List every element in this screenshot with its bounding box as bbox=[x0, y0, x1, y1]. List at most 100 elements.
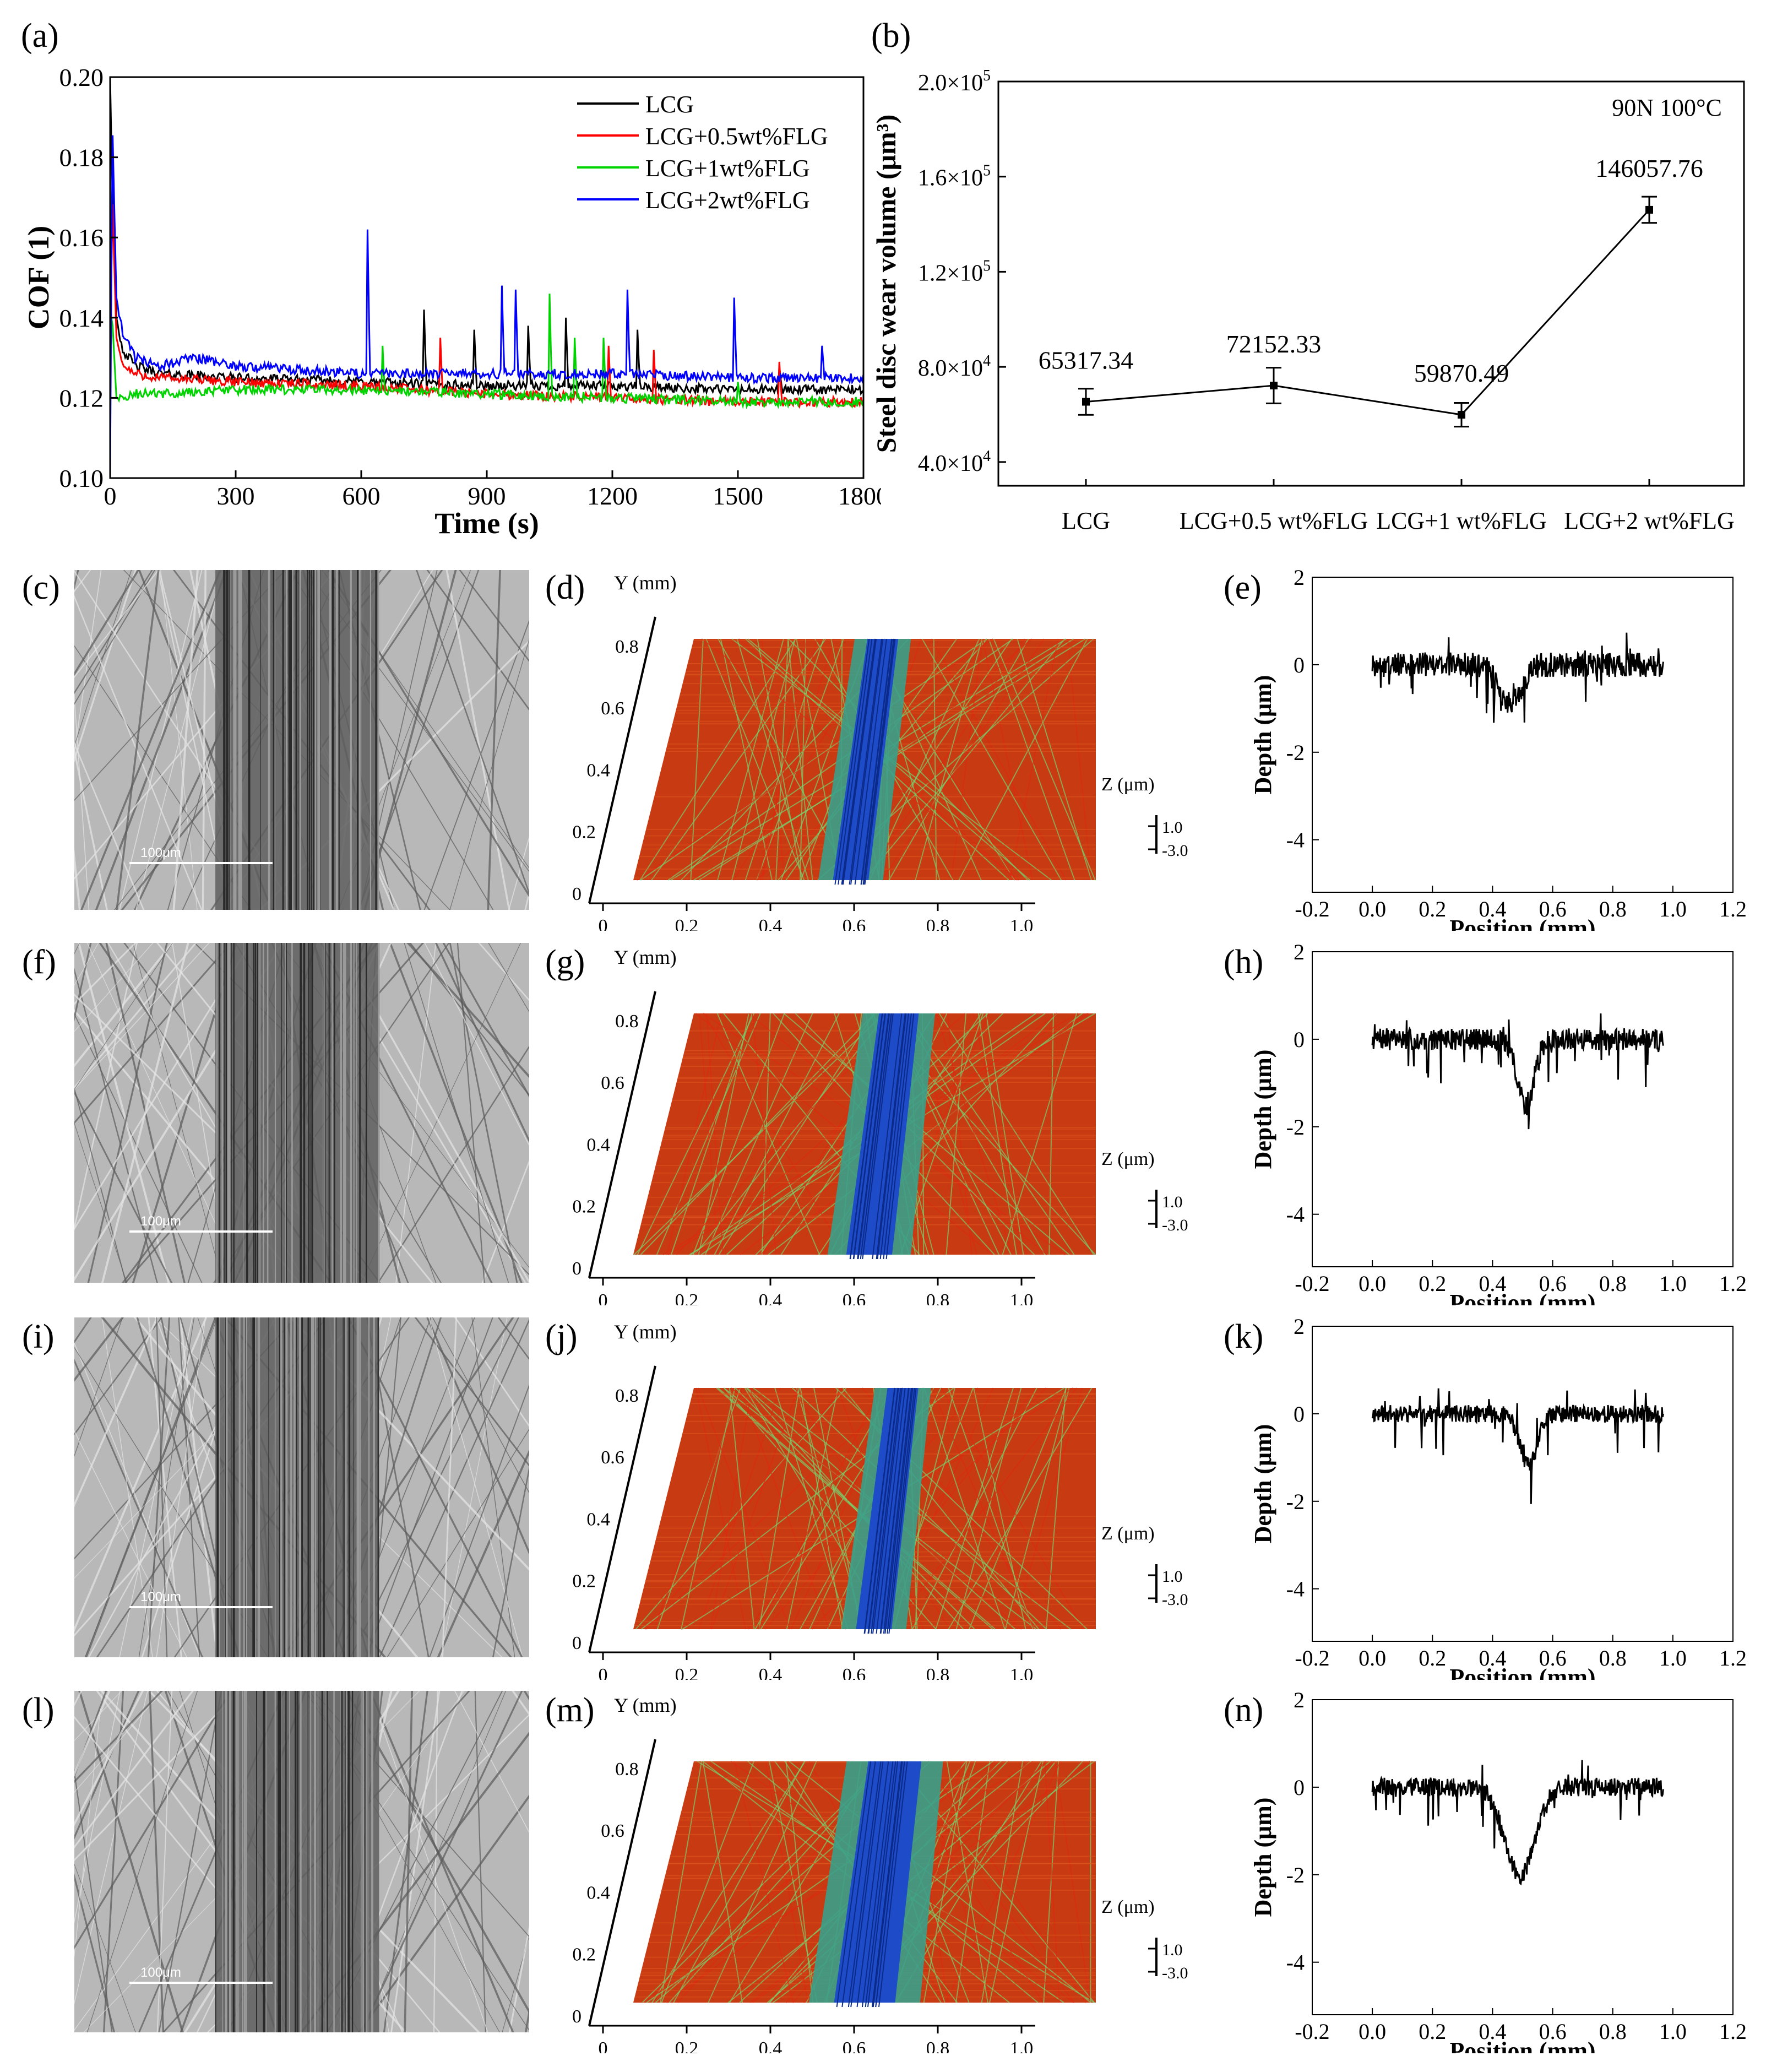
surface-scratch bbox=[982, 638, 1033, 881]
y-tick-label: 1.6×105 bbox=[918, 162, 991, 191]
x-tick-label: 1.2 bbox=[1719, 1646, 1747, 1670]
track-groove bbox=[887, 1387, 915, 1634]
micrograph-c: 100μm bbox=[74, 570, 529, 910]
scratch-line bbox=[365, 1317, 493, 1657]
scratch-line bbox=[74, 943, 92, 1022]
y-tick-label: -2 bbox=[1286, 740, 1305, 765]
y-tick-label: 0.2 bbox=[572, 822, 596, 843]
surface-scratch bbox=[711, 1387, 799, 1630]
y-axis bbox=[588, 616, 656, 904]
surface-scratch bbox=[933, 638, 937, 881]
x-category-label: LCG+0.5 wt%FLG bbox=[1180, 507, 1368, 534]
y-axis-title: Y (mm) bbox=[614, 946, 677, 968]
scratch-line bbox=[74, 1013, 203, 1283]
surface-scratch bbox=[863, 638, 1025, 881]
depth-profile-k: -0.2 0.0 0.2 0.4 0.6 0.8 1.0 1.2 2 0 -2 -4 Position … bbox=[1249, 1316, 1747, 1680]
track-groove bbox=[838, 638, 873, 885]
series-line-2 bbox=[110, 294, 865, 410]
scratch-line bbox=[74, 1086, 127, 1283]
scratch-line bbox=[74, 595, 203, 910]
scratch-line bbox=[424, 943, 529, 1147]
y-tick-label: 0.18 bbox=[59, 144, 104, 172]
surface-scratch bbox=[717, 638, 784, 881]
surface-scratch bbox=[762, 638, 807, 881]
scratch-line bbox=[387, 1428, 529, 1657]
y-tick-label: 0 bbox=[1294, 653, 1305, 677]
x-tick-label: 0.2 bbox=[1419, 1271, 1446, 1296]
scratch-line bbox=[457, 943, 485, 1283]
legend-label: LCG+0.5wt%FLG bbox=[645, 123, 828, 150]
x-tick-label: 0.2 bbox=[1419, 897, 1446, 921]
track-groove bbox=[834, 638, 870, 885]
x-tick-label: 0.2 bbox=[1419, 2019, 1446, 2044]
scratch-line bbox=[74, 1691, 148, 2005]
x-tick-label: 0.4 bbox=[759, 1665, 783, 1680]
track-groove bbox=[861, 638, 893, 885]
y-tick-label: 2.0×105 bbox=[918, 67, 991, 96]
panel-label-c: (c) bbox=[22, 569, 60, 606]
panel-label-n: (n) bbox=[1224, 1691, 1264, 1729]
y-tick-label: 0.2 bbox=[572, 1945, 596, 1965]
x-tick-label: 0.6 bbox=[843, 2038, 866, 2053]
surface-scratch bbox=[720, 638, 773, 881]
y-tick-label: 2 bbox=[1294, 942, 1305, 964]
track-groove bbox=[878, 1761, 908, 2008]
plot-frame bbox=[1312, 1699, 1734, 2015]
x-tick-label: 0.6 bbox=[1539, 1646, 1567, 1670]
y-tick-label: 4.0×104 bbox=[918, 448, 991, 476]
x-tick-label: 0.8 bbox=[926, 2038, 950, 2053]
surface-scratch bbox=[912, 1387, 1037, 1630]
y-tick-label: 0 bbox=[1294, 1775, 1305, 1800]
track-groove bbox=[864, 1387, 896, 1634]
y-tick-label: 1.2×105 bbox=[918, 257, 991, 286]
surface-scratch bbox=[690, 638, 704, 881]
y-tick-label: -4 bbox=[1286, 1577, 1305, 1602]
z-tick-label: 1.0 bbox=[1162, 1567, 1183, 1586]
track-groove bbox=[872, 1387, 903, 1634]
micrograph-f: 100μm bbox=[74, 943, 529, 1283]
x-tick-label: 0.8 bbox=[1599, 1271, 1627, 1296]
x-tick-label: 0.8 bbox=[926, 1290, 950, 1305]
x-tick-label: -0.2 bbox=[1295, 1271, 1329, 1296]
y-tick-label: 2 bbox=[1294, 1690, 1305, 1712]
surface-scratch bbox=[789, 1761, 1091, 2003]
x-tick-label: 0.8 bbox=[1599, 897, 1627, 921]
track-groove bbox=[841, 1761, 876, 2008]
scratch-line bbox=[404, 943, 509, 1283]
scratch-line bbox=[74, 570, 132, 747]
y-tick-label: 0.4 bbox=[586, 1509, 610, 1529]
surface-scratch bbox=[736, 638, 809, 881]
data-label: 146057.76 bbox=[1595, 154, 1703, 182]
x-tick-label: 1.0 bbox=[1010, 2038, 1034, 2053]
x-tick-label: 0.0 bbox=[1359, 1646, 1386, 1670]
surface-scratch bbox=[733, 1761, 794, 2003]
y-tick-label: 0.6 bbox=[601, 1821, 624, 1841]
surface-scratch bbox=[729, 1387, 755, 1630]
scratch-line bbox=[502, 1934, 529, 2032]
x-category-label: LCG+1 wt%FLG bbox=[1376, 507, 1547, 534]
scratch-line bbox=[87, 943, 168, 1283]
y-tick-label: 0.20 bbox=[59, 63, 104, 91]
plot-frame bbox=[1312, 951, 1734, 1267]
track-groove bbox=[861, 1761, 894, 2008]
surface-scratch bbox=[925, 1761, 1086, 2003]
y-tick-label: -4 bbox=[1286, 1950, 1305, 1975]
surface-scratch bbox=[640, 638, 987, 881]
surface-scratch bbox=[923, 1761, 968, 2003]
scratch-line bbox=[74, 943, 197, 1089]
scratch-line bbox=[361, 943, 521, 1283]
x-tick-label: 1200 bbox=[587, 482, 638, 510]
data-label: 72152.33 bbox=[1226, 330, 1322, 358]
scratch-line bbox=[454, 1317, 529, 1428]
scale-bar bbox=[129, 1606, 273, 1608]
z-axis-title: Z (μm) bbox=[1101, 1149, 1155, 1169]
scratch-line bbox=[508, 1924, 529, 2032]
scratch-line bbox=[360, 1691, 523, 2032]
surface-scratch bbox=[788, 638, 1029, 881]
data-point bbox=[1645, 205, 1653, 214]
track-groove bbox=[867, 1761, 899, 2008]
y-tick-label: 0.6 bbox=[601, 698, 624, 719]
scratch-line bbox=[429, 1384, 529, 1657]
surface-scratch bbox=[1017, 638, 1092, 881]
y-tick-label: 0.14 bbox=[59, 304, 104, 332]
